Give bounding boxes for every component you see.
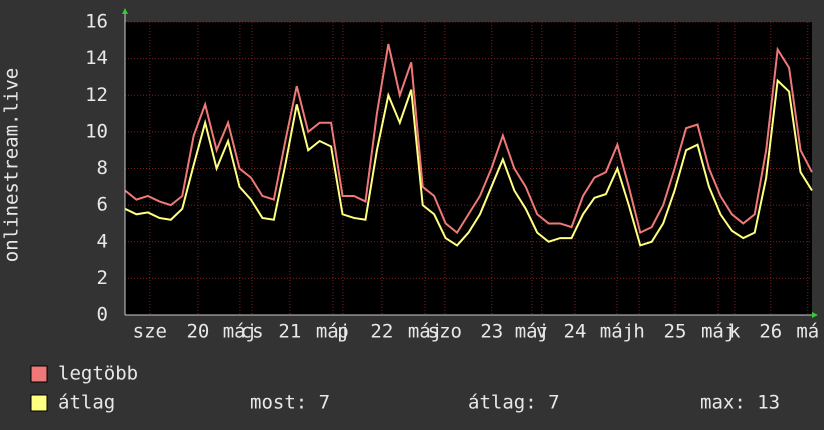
legend-label: átlag bbox=[58, 392, 115, 414]
stat-label: max: 13 bbox=[700, 392, 780, 414]
y-tick-label: 14 bbox=[85, 47, 108, 69]
x-tick-label: máj bbox=[515, 321, 549, 343]
y-tick-label: 16 bbox=[85, 11, 108, 33]
y-tick-label: 2 bbox=[97, 267, 108, 289]
x-tick-label: máj bbox=[316, 321, 350, 343]
lines bbox=[124, 43, 813, 247]
x-tick-label: má bbox=[796, 321, 819, 343]
x-tick-label: máj bbox=[600, 321, 634, 343]
x-tick-label: p bbox=[337, 321, 348, 343]
series-line bbox=[124, 43, 813, 235]
x-tick-label: h bbox=[633, 321, 644, 343]
x-tick-label: 24 bbox=[564, 321, 587, 343]
stat-label: most: 7 bbox=[250, 392, 330, 414]
series-line bbox=[124, 78, 813, 247]
x-arrow bbox=[812, 312, 818, 318]
y-tick-label: 10 bbox=[85, 120, 108, 142]
y-arrow bbox=[122, 8, 128, 14]
x-tick-label: v bbox=[536, 321, 547, 343]
x-tick-label: 21 bbox=[278, 321, 301, 343]
y-tick-label: 4 bbox=[97, 230, 108, 252]
y-tick-label: 0 bbox=[97, 304, 108, 326]
x-tick-label: máj bbox=[701, 321, 735, 343]
y-tick-label: 6 bbox=[97, 194, 108, 216]
y-tick-label: 8 bbox=[97, 157, 108, 179]
x-tick-label: 20 bbox=[186, 321, 209, 343]
y-axis-label: onlinestream.live bbox=[1, 68, 23, 262]
x-tick-label: k bbox=[729, 321, 741, 343]
x-tick-label: sze bbox=[133, 321, 167, 343]
x-tick-label: máj bbox=[223, 321, 257, 343]
legend-swatch bbox=[30, 394, 48, 412]
x-tick-label: szo bbox=[428, 321, 462, 343]
stat-label: átlag: 7 bbox=[468, 392, 560, 414]
x-tick-label: 22 bbox=[370, 321, 393, 343]
x-tick-label: 25 bbox=[664, 321, 687, 343]
legend-swatch bbox=[30, 365, 48, 383]
x-tick-label: máj bbox=[408, 321, 442, 343]
x-tick-label: 26 bbox=[759, 321, 782, 343]
x-tick-label: cs bbox=[241, 321, 264, 343]
legend-label: legtöbb bbox=[58, 363, 138, 385]
y-tick-label: 12 bbox=[85, 84, 108, 106]
x-tick-label: 23 bbox=[480, 321, 503, 343]
